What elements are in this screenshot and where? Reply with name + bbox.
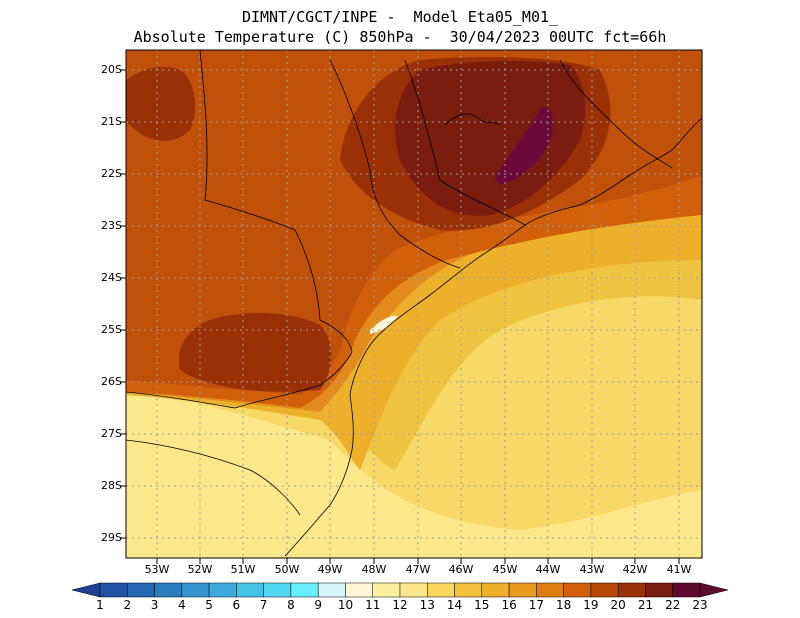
colorbar-swatch — [263, 582, 292, 598]
colorbar-arrow-left — [71, 582, 101, 598]
colorbar-label: 12 — [392, 598, 408, 612]
lon-label: 46W — [448, 563, 474, 576]
lon-label: 48W — [361, 563, 387, 576]
colorbar-swatch — [508, 582, 537, 598]
colorbar-swatch — [99, 582, 128, 598]
lat-label: 25S — [101, 323, 122, 336]
title-line-2: Absolute Temperature (C) 850hPa - 30/04/… — [133, 28, 667, 46]
colorbar-arrow-right — [699, 582, 729, 598]
colorbar-label: 13 — [419, 598, 435, 612]
colorbar-label: 8 — [287, 598, 295, 612]
lat-label: 24S — [101, 271, 122, 284]
colorbar-swatch — [127, 582, 155, 598]
state-border-4 — [329, 59, 461, 269]
lon-label: 49W — [317, 563, 343, 576]
graticule — [126, 50, 702, 558]
lat-label: 22S — [101, 167, 122, 180]
colorbar-swatch — [236, 582, 264, 598]
colorbar-label: 20 — [610, 598, 626, 612]
field-hot-max — [495, 106, 554, 185]
field-cold-spot — [370, 315, 398, 334]
colorbar-label: 7 — [259, 598, 268, 612]
colorbar-swatch — [672, 582, 701, 598]
colorbar-label: 18 — [555, 598, 572, 612]
state-border-6 — [559, 59, 673, 169]
colorbar-label: 19 — [583, 598, 599, 612]
colorbar-swatch — [617, 582, 646, 598]
lon-label: 41W — [666, 563, 692, 576]
colorbar-label: 21 — [637, 598, 654, 612]
colorbar-swatch — [645, 582, 673, 598]
colorbar-label: 6 — [232, 598, 241, 612]
lon-label: 51W — [230, 563, 256, 576]
colorbar-swatch — [590, 582, 619, 598]
colorbar-swatch — [454, 582, 483, 598]
colorbar-label: 9 — [314, 598, 322, 612]
state-border-2 — [126, 439, 301, 516]
colorbar-label: 10 — [337, 598, 354, 612]
lat-label: 23S — [101, 219, 122, 232]
river-lake — [444, 113, 501, 126]
colorbar-swatch — [372, 582, 401, 598]
title-line-1: DIMNT/CGCT/INPE - Model Eta05_M01_ — [241, 8, 559, 26]
lon-label: 43W — [579, 563, 605, 576]
colorbar-label: 14 — [446, 598, 463, 612]
temperature-field — [126, 50, 702, 558]
colorbar-swatch — [563, 582, 592, 598]
colorbar-label: 17 — [528, 598, 544, 612]
colorbar-swatch — [536, 582, 564, 598]
lon-label: 52W — [187, 563, 213, 576]
colorbar-swatch — [317, 582, 346, 598]
field-hot-core — [395, 60, 586, 216]
colorbar-swatch — [427, 582, 455, 598]
state-border-1 — [126, 351, 353, 409]
lat-label: 21S — [101, 115, 122, 128]
plot-frame — [125, 49, 703, 559]
colorbar-swatch — [181, 582, 210, 598]
lon-label: 47W — [405, 563, 431, 576]
colorbar-label: 5 — [205, 598, 213, 612]
lon-label: 42W — [622, 563, 648, 576]
colorbar-label: 1 — [96, 598, 104, 612]
colorbar-label: 16 — [501, 598, 517, 612]
lon-label: 44W — [535, 563, 561, 576]
lon-label: 45W — [492, 563, 518, 576]
state-border-5 — [404, 59, 526, 226]
colorbar-swatch — [208, 582, 237, 598]
lon-label: 50W — [274, 563, 300, 576]
colorbar-label: 11 — [365, 598, 381, 612]
lat-label: 20S — [101, 63, 122, 76]
colorbar — [71, 582, 729, 598]
colorbar-swatch — [154, 582, 183, 598]
lat-label: 26S — [101, 375, 122, 388]
colorbar-label: 2 — [123, 598, 132, 612]
lat-label: 27S — [101, 427, 122, 440]
coastlines-borders — [126, 50, 702, 557]
colorbar-label: 4 — [177, 598, 186, 612]
state-border-3 — [199, 50, 353, 353]
colorbar-label: 23 — [692, 598, 708, 612]
lat-label: 29S — [101, 531, 122, 544]
lon-label: 53W — [144, 563, 170, 576]
colorbar-label: 15 — [474, 598, 490, 612]
colorbar-label: 3 — [150, 598, 159, 612]
colorbar-swatch — [345, 582, 373, 598]
colorbar-swatch — [399, 582, 428, 598]
colorbar-swatch — [290, 582, 319, 598]
coastline — [284, 117, 702, 557]
lat-label: 28S — [101, 479, 122, 492]
colorbar-label: 22 — [665, 598, 681, 612]
colorbar-swatch — [481, 582, 510, 598]
